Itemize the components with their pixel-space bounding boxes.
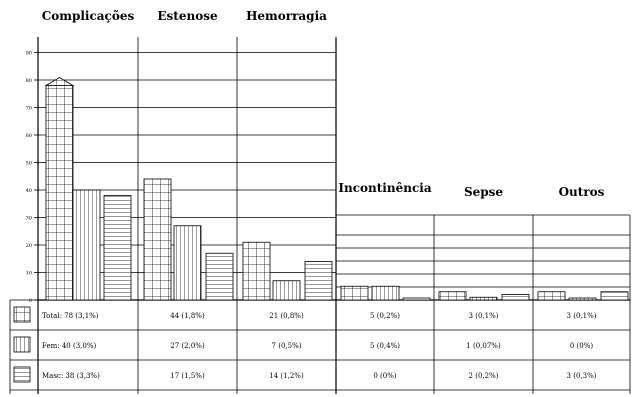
bar-total	[242, 241, 271, 301]
category-label: Incontinência	[338, 181, 431, 195]
legend-swatch-total	[13, 306, 31, 323]
table-cell: 0 (0%)	[373, 372, 397, 380]
category-label: Outros	[559, 185, 605, 199]
bar-fem	[501, 294, 530, 301]
bar-masc	[72, 189, 101, 301]
y-tick-label: 90	[26, 51, 32, 57]
bar-total	[438, 291, 467, 301]
y-tick-label: 0	[29, 298, 32, 304]
table-cell: Masc: 38 (3,3%)	[42, 372, 100, 380]
bar-cap	[44, 77, 75, 86]
category-label: Estenose	[157, 9, 218, 23]
table-cell: 3 (0,1%)	[567, 312, 597, 320]
category-label: Sepse	[464, 185, 503, 199]
y-tick-label: 10	[26, 271, 32, 277]
bar-masc	[173, 225, 202, 301]
bar-masc	[272, 280, 301, 301]
table-cell: 5 (0,4%)	[370, 342, 400, 350]
bar-total	[537, 291, 566, 301]
y-tick-label: 60	[26, 133, 32, 139]
bar-fem	[304, 261, 333, 301]
bar-fem	[103, 195, 132, 301]
table-cell: 2 (0,2%)	[469, 372, 499, 380]
bar-masc	[568, 297, 597, 301]
bar-fem	[402, 297, 431, 301]
table-cell: 27 (2,0%)	[170, 342, 205, 350]
legend-swatch-masc	[13, 336, 31, 353]
table-cell: Fem: 40 (3,0%)	[42, 342, 96, 350]
table-cell: 5 (0,2%)	[370, 312, 400, 320]
y-tick-label: 70	[26, 106, 32, 112]
bar-masc	[469, 296, 498, 301]
table-cell: 1 (0,07%)	[466, 342, 501, 350]
bar-fem	[205, 252, 234, 301]
y-tick-label: 30	[26, 216, 32, 222]
table-cell: 14 (1,2%)	[269, 372, 304, 380]
y-tick-label: 20	[26, 243, 32, 249]
y-tick-label: 80	[26, 78, 32, 84]
bar-fem	[600, 291, 629, 301]
table-cell: 3 (0,1%)	[469, 312, 499, 320]
legend-swatch-fem	[13, 366, 31, 383]
table-cell: 21 (0,8%)	[269, 312, 304, 320]
y-tick-label: 40	[26, 188, 32, 194]
table-cell: 3 (0,3%)	[567, 372, 597, 380]
category-label: Hemorragia	[246, 9, 327, 23]
bar-total	[45, 85, 74, 301]
table-cell: 0 (0%)	[570, 342, 594, 350]
table-cell: 44 (1,8%)	[170, 312, 205, 320]
table-cell: Total: 78 (3,1%)	[42, 312, 99, 320]
table-cell: 7 (0,5%)	[272, 342, 302, 350]
bar-total	[143, 178, 172, 301]
bar-masc	[371, 285, 400, 301]
bar-total	[340, 285, 369, 301]
y-tick-label: 50	[26, 161, 32, 167]
table-cell: 17 (1,5%)	[170, 372, 205, 380]
category-label: Complicações	[42, 9, 135, 23]
